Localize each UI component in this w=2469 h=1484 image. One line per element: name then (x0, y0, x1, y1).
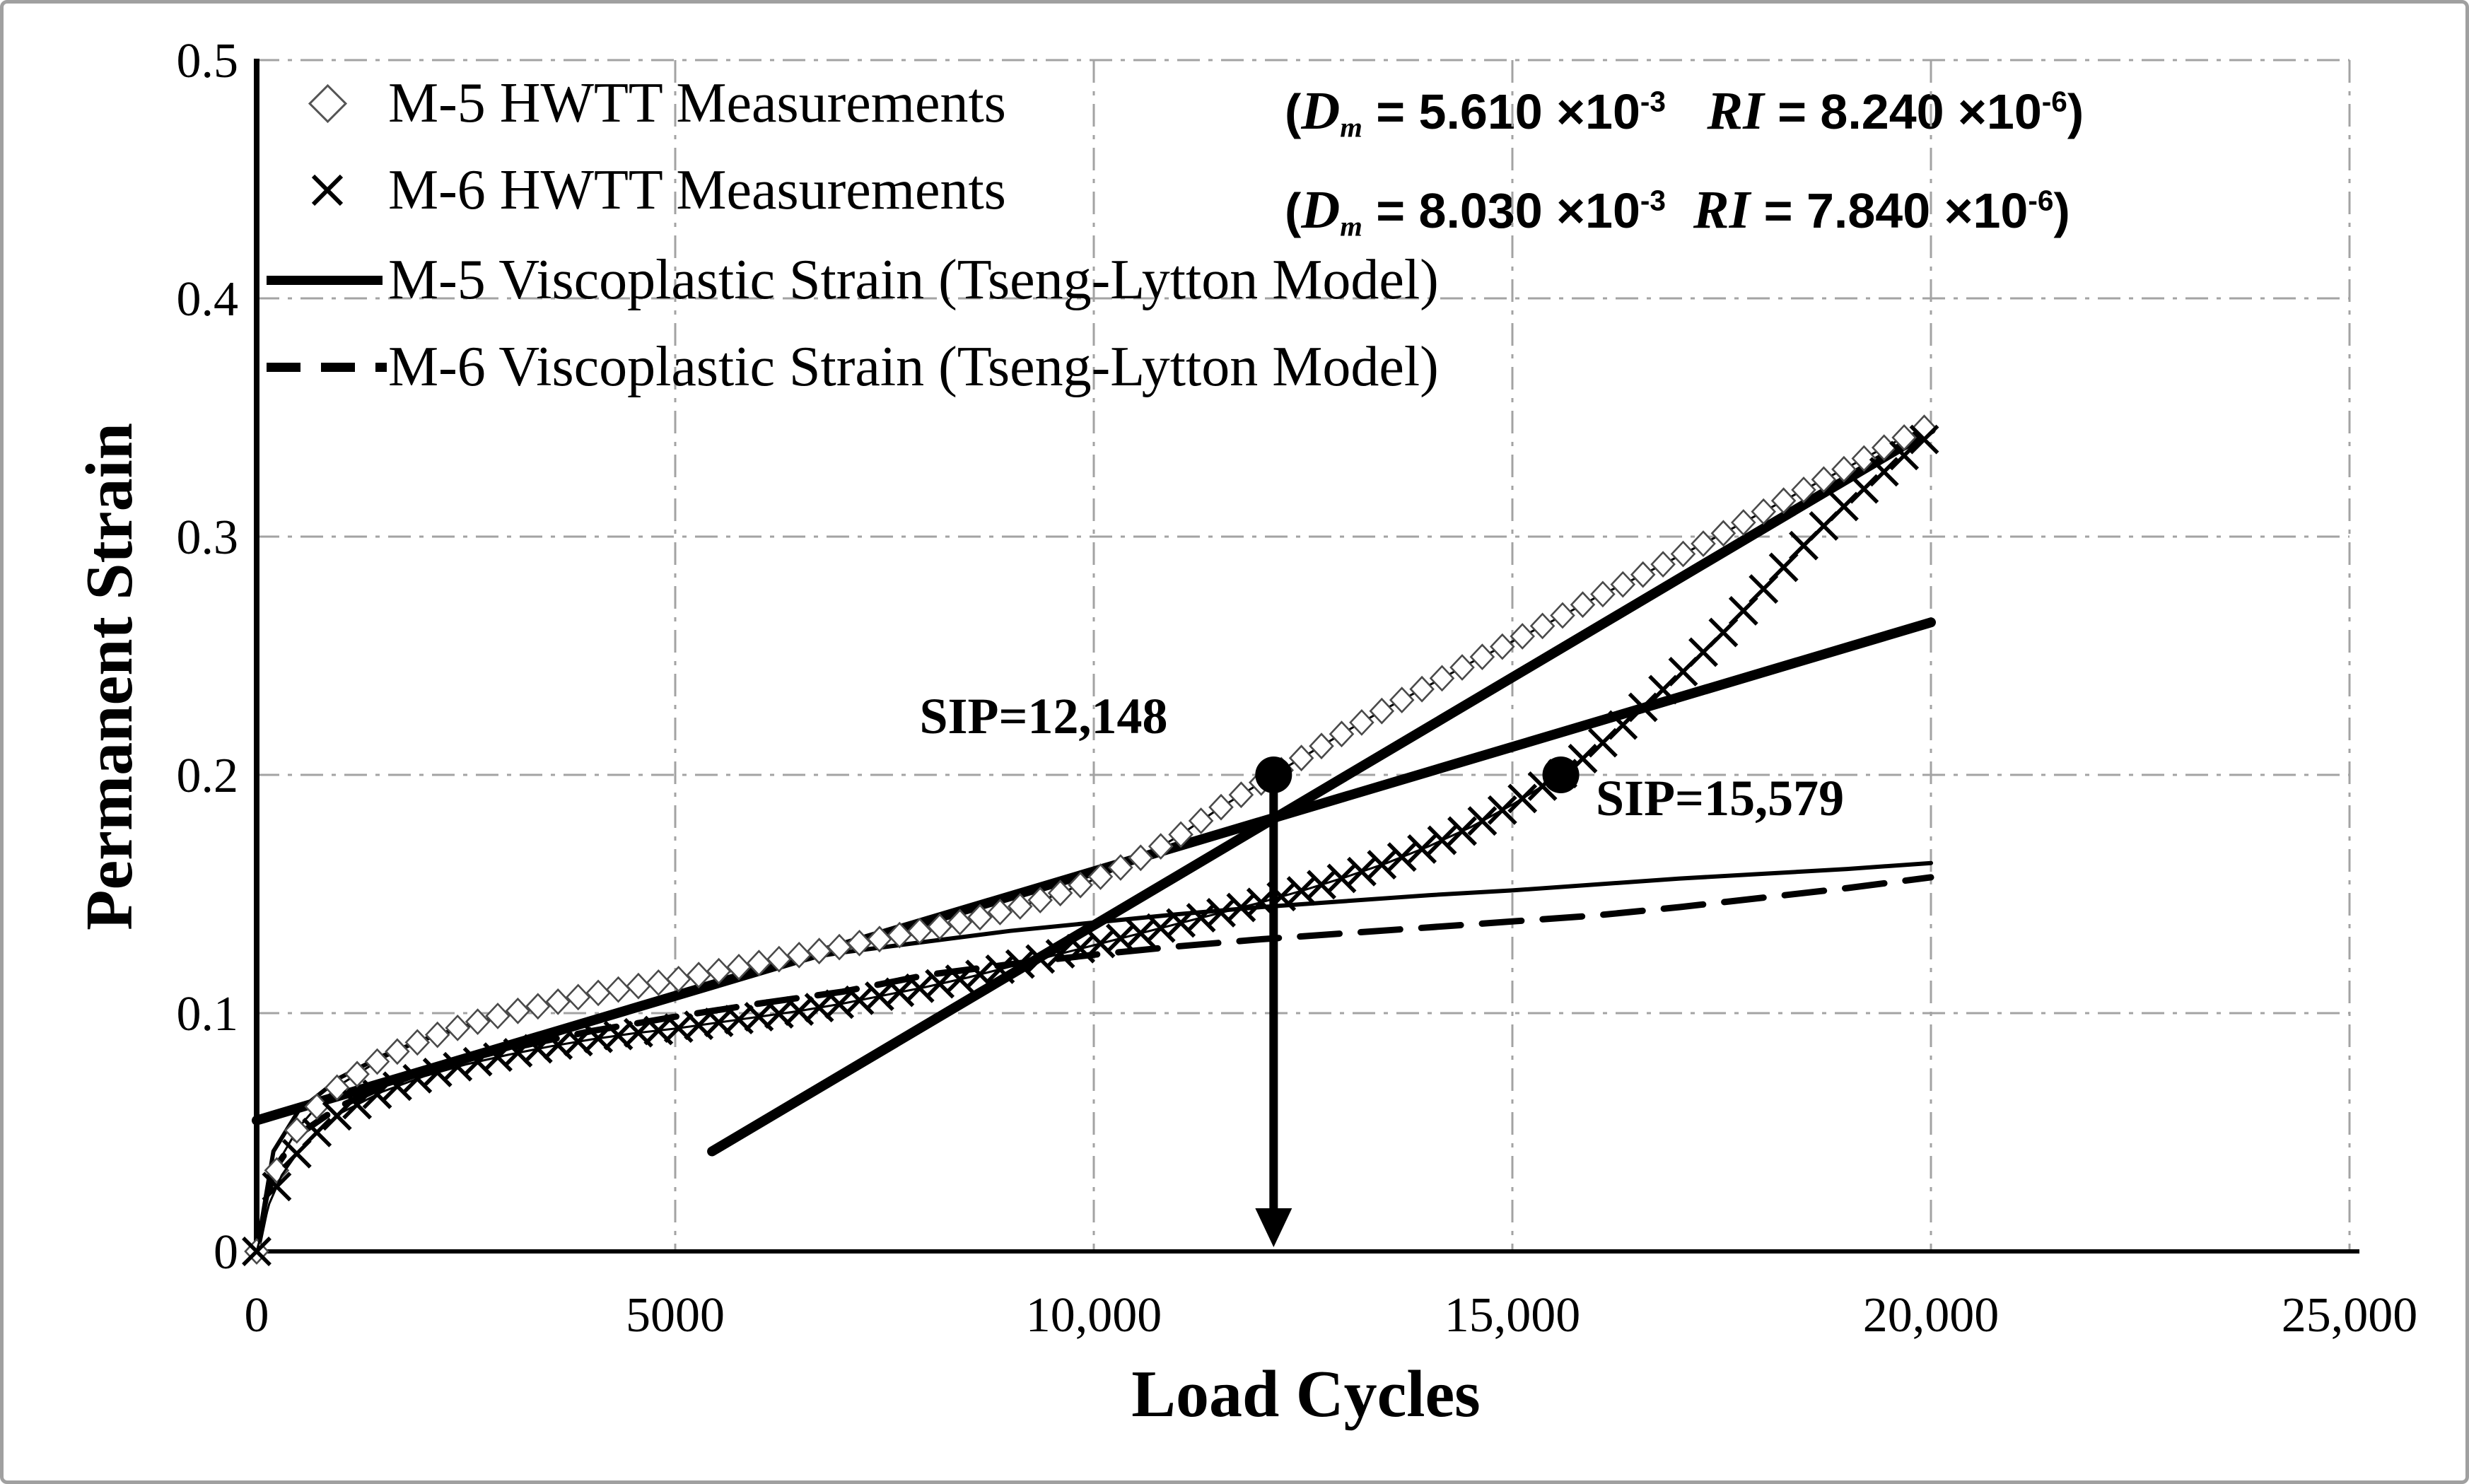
legend-label: M-6 HWTT Measurements (388, 159, 1006, 221)
param-text-run: m (1340, 210, 1362, 243)
param-text-run: D (1301, 180, 1341, 240)
m5-parameters-annotation: (Dm = 5.610 ×10-3 RI = 8.240 ×10-6) (1285, 84, 2084, 142)
param-text-run: = 8.030 ×10 (1362, 183, 1640, 239)
param-text-run: RI (1707, 81, 1764, 141)
y-tick-label: 0.5 (177, 34, 239, 88)
legend-label: M-5 Viscoplastic Strain (Tseng-Lytton Mo… (388, 249, 1439, 311)
x-axis-title: Load Cycles (1131, 1357, 1481, 1431)
legend-item-m6-measurements: M-6 HWTT Measurements (267, 151, 1006, 230)
y-tick-label: 0.3 (177, 510, 239, 565)
x-tick-label: 10,000 (1026, 1288, 1162, 1343)
legend-item-m5-measurements: M-5 HWTT Measurements (267, 64, 1006, 143)
chart-plot-area: 0 5000 10,000 15,000 20,000 25,000 0 0.1 0.2 0.3 0… (177, 34, 2418, 1343)
x-tick-label: 25,000 (2282, 1288, 2418, 1343)
sip-arrowhead (1255, 1208, 1292, 1247)
param-text-run: -3 (1640, 85, 1667, 118)
y-tick-label: 0.1 (177, 987, 239, 1041)
x-cross-icon (311, 174, 344, 206)
legend-label: M-5 HWTT Measurements (388, 72, 1006, 134)
param-text-run: ) (2053, 183, 2070, 239)
param-text-run: -6 (2028, 184, 2054, 217)
legend-item-m6-viscoplastic: M-6 Viscoplastic Strain (Tseng-Lytton Mo… (267, 327, 1439, 407)
x-tick-label: 20,000 (1863, 1288, 2000, 1343)
param-text-run: RI (1693, 180, 1751, 240)
legend-label: M-6 Viscoplastic Strain (Tseng-Lytton Mo… (388, 336, 1439, 398)
m6-parameters-annotation: (Dm = 8.030 ×10-3 RI = 7.840 ×10-6) (1285, 183, 2070, 241)
param-text-run: -3 (1640, 184, 1667, 217)
legend-item-m5-viscoplastic: M-5 Viscoplastic Strain (Tseng-Lytton Mo… (267, 240, 1439, 320)
param-text-run: D (1301, 81, 1341, 141)
x-tick-label: 5000 (626, 1288, 725, 1343)
param-text-run: = 5.610 ×10 (1362, 84, 1640, 140)
open-diamond-markers (244, 414, 1937, 1265)
y-tick-label: 0.4 (177, 272, 239, 327)
solid-line-icon (267, 275, 383, 285)
sip-point-dot (1255, 756, 1292, 793)
x-tick-label: 15,000 (1444, 1288, 1581, 1343)
sip-label-m5: SIP=12,148 (919, 688, 1168, 744)
x-tick-label: 0 (245, 1288, 269, 1343)
param-text-run: m (1340, 111, 1362, 144)
param-text-run: -6 (2041, 85, 2067, 118)
param-text-run: ( (1285, 84, 1302, 140)
param-text-run: ( (1285, 183, 1302, 239)
sip-point-dot (1542, 756, 1580, 793)
y-tick-label: 0.2 (177, 749, 239, 803)
param-text-run: ) (2067, 84, 2084, 140)
param-text-run: = 8.240 ×10 (1763, 84, 2042, 140)
m-5-tertiary-stage-tangent-line-curve (707, 424, 1936, 1157)
sip-label-m6: SIP=15,579 (1596, 770, 1845, 826)
dashed-line-icon (267, 362, 387, 372)
y-tick-label: 0 (214, 1225, 238, 1280)
param-text-run: = 7.840 ×10 (1750, 183, 2029, 239)
open-diamond-icon (308, 83, 347, 123)
